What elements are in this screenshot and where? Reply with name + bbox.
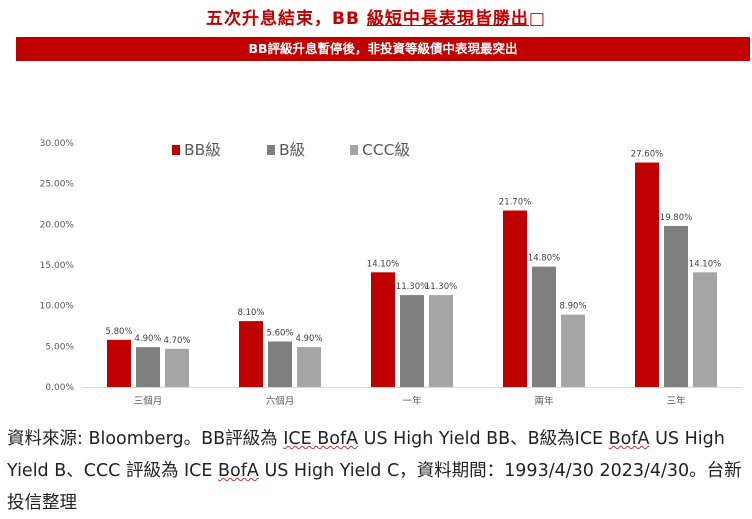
data-label: 14.80% [528, 254, 560, 264]
y-tick-label: 0.00% [45, 383, 74, 393]
bar [693, 272, 717, 387]
legend-label: BB級 [184, 141, 221, 159]
bar [635, 162, 659, 387]
source-note: 資料來源: Bloomberg。BB評級為 ICE BofA US High Y… [7, 423, 747, 519]
source-part4: US High Yield C，資料期間：1993/4/30 2023/4/30… [7, 461, 742, 513]
y-tick-label: 5.00% [45, 342, 74, 352]
title-suffix: □ [528, 9, 546, 29]
title-prefix: 五次升息結束，BB [206, 9, 367, 29]
legend-swatch [350, 145, 358, 155]
source-bofa-3: BofA [218, 461, 259, 481]
bar [371, 272, 395, 387]
data-label: 4.90% [134, 334, 161, 344]
data-label: 11.30% [425, 282, 457, 292]
data-label: 8.90% [559, 302, 586, 312]
x-tick-label: 兩年 [534, 395, 554, 407]
subtitle-banner: BB評級升息暫停後，非投資等級債中表現最突出 [16, 37, 750, 61]
y-tick-label: 10.00% [40, 302, 75, 312]
bar [165, 348, 189, 387]
y-tick-label: 20.00% [40, 220, 75, 230]
data-label: 5.80% [105, 327, 132, 337]
legend-swatch [172, 145, 180, 155]
data-label: 5.60% [266, 328, 293, 338]
data-label: 19.80% [660, 213, 692, 223]
data-label: 14.10% [689, 259, 721, 269]
bar [297, 347, 321, 387]
bar [239, 321, 263, 387]
source-part3: US High Yield B、CCC 評級為 ICE [7, 429, 725, 481]
data-label: 21.70% [499, 198, 531, 208]
bar [400, 295, 424, 387]
y-tick-label: 15.00% [40, 261, 75, 271]
x-tick-label: 三年 [666, 395, 686, 407]
data-label: 4.70% [163, 336, 190, 346]
data-label: 27.60% [631, 150, 663, 160]
bar [532, 266, 556, 387]
bar [107, 339, 131, 387]
source-part2: US High Yield BB、B級為ICE [358, 429, 609, 449]
x-tick-label: 一年 [402, 395, 422, 407]
data-label: 8.10% [237, 308, 264, 318]
data-label: 11.30% [396, 282, 428, 292]
bar-chart: 0.00% 5.00% 10.00% 15.00% 20.00% 25.00% 30.00%… [40, 139, 742, 407]
chart-title: 五次升息結束，BB 級短中長表現皆勝出□ [0, 4, 752, 29]
source-part1: 資料來源: Bloomberg。BB評級為 [7, 429, 284, 449]
bar [136, 347, 160, 387]
legend-label: CCC級 [362, 141, 410, 159]
x-tick-label: 六個月 [266, 395, 295, 407]
bar [664, 225, 688, 387]
data-label: 4.90% [295, 334, 322, 344]
title-underlined: 級短中長表現皆勝出 [366, 9, 529, 29]
y-tick-label: 30.00% [40, 139, 75, 149]
bar [561, 314, 585, 387]
legend-swatch [267, 145, 275, 155]
bar [268, 341, 292, 387]
bar [429, 295, 453, 387]
source-bofa-2: BofA [608, 429, 650, 449]
bar [503, 210, 527, 387]
data-label: 14.10% [367, 259, 399, 269]
x-tick-label: 三個月 [134, 395, 163, 407]
legend-label: B級 [279, 141, 305, 159]
source-ice-bofa-1: ICE BofA [283, 429, 359, 449]
y-tick-label: 25.00% [40, 180, 75, 190]
